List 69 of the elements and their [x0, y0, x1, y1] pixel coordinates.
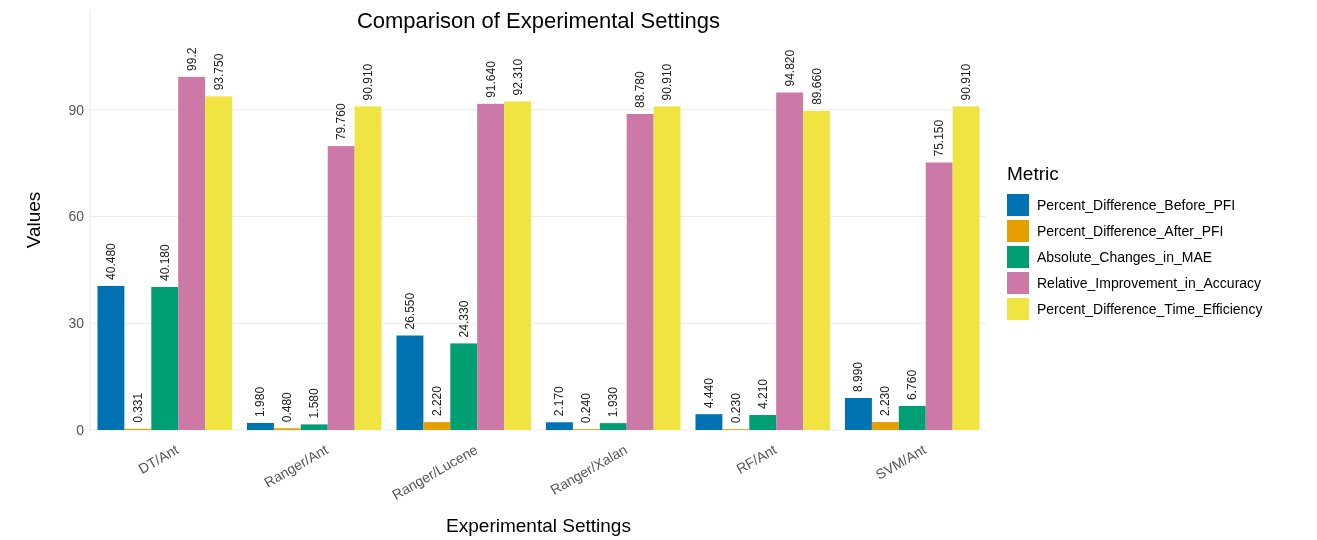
data-label: 2.220 — [429, 385, 444, 417]
data-label: 40.180 — [157, 243, 172, 281]
data-label: 90.910 — [660, 63, 675, 101]
bar — [97, 285, 125, 430]
data-label: 24.330 — [456, 300, 471, 338]
bar — [695, 414, 723, 430]
data-label: 99.2 — [184, 47, 199, 71]
data-label: 4.440 — [701, 377, 716, 409]
x-axis-title: Experimental Settings — [446, 515, 631, 536]
bar — [396, 335, 424, 430]
legend-label: Percent_Difference_Before_PFI — [1037, 196, 1236, 213]
bar — [151, 286, 179, 430]
y-tick-label: 60 — [68, 208, 85, 225]
data-label: 2.230 — [878, 385, 893, 417]
data-label: 4.210 — [755, 378, 770, 410]
data-label: 26.550 — [402, 292, 417, 330]
data-label: 2.170 — [552, 385, 567, 417]
data-label: 1.580 — [307, 388, 322, 419]
bar — [871, 422, 899, 430]
data-label: 0.331 — [130, 392, 145, 423]
data-label: 94.820 — [782, 49, 797, 87]
bar — [925, 162, 953, 430]
bar — [599, 423, 627, 430]
y-axis-title: Values — [23, 191, 44, 249]
data-label: 1.930 — [606, 386, 621, 418]
bar — [844, 398, 872, 430]
bar — [545, 422, 573, 430]
bar — [246, 422, 274, 430]
legend-label: Relative_Improvement_in_Accuracy — [1037, 274, 1262, 291]
data-label: 8.990 — [851, 361, 866, 392]
legend-label: Percent_Difference_After_PFI — [1037, 222, 1224, 239]
bar — [803, 110, 831, 430]
bar — [626, 114, 654, 430]
bar — [300, 424, 328, 430]
data-label: 91.640 — [483, 60, 498, 98]
bar — [477, 103, 505, 430]
legend-label: Percent_Difference_Time_Efficiency — [1037, 300, 1263, 317]
bar — [327, 146, 355, 430]
bar — [354, 106, 382, 430]
bar — [423, 422, 451, 430]
bar — [898, 405, 926, 430]
bar — [178, 76, 206, 430]
data-label: 89.660 — [809, 67, 824, 105]
data-label: 90.910 — [959, 63, 974, 101]
data-label: 6.760 — [905, 369, 920, 400]
y-tick-label: 90 — [68, 101, 85, 118]
data-label: 1.980 — [253, 386, 268, 417]
data-label: 0.230 — [728, 392, 743, 424]
legend-label: Absolute_Changes_in_MAE — [1037, 248, 1213, 265]
y-tick-label: 30 — [68, 315, 85, 332]
bar — [749, 415, 777, 430]
bar — [653, 106, 681, 430]
bar — [952, 106, 980, 430]
legend-title: Metric — [1007, 163, 1059, 184]
bar — [450, 343, 478, 430]
data-label: 75.150 — [932, 119, 947, 157]
data-label: 92.310 — [510, 58, 525, 96]
y-tick-label: 0 — [76, 421, 85, 438]
chart-title: Comparison of Experimental Settings — [356, 8, 721, 33]
data-label: 0.480 — [280, 391, 295, 423]
data-label: 88.780 — [633, 70, 648, 108]
bar — [205, 96, 233, 430]
data-label: 79.760 — [334, 103, 349, 141]
bar — [504, 101, 532, 430]
data-label: 93.750 — [211, 53, 226, 91]
data-label: 0.240 — [579, 392, 594, 424]
data-label: 40.480 — [103, 242, 118, 280]
bar — [776, 92, 804, 430]
data-label: 90.910 — [361, 63, 376, 101]
